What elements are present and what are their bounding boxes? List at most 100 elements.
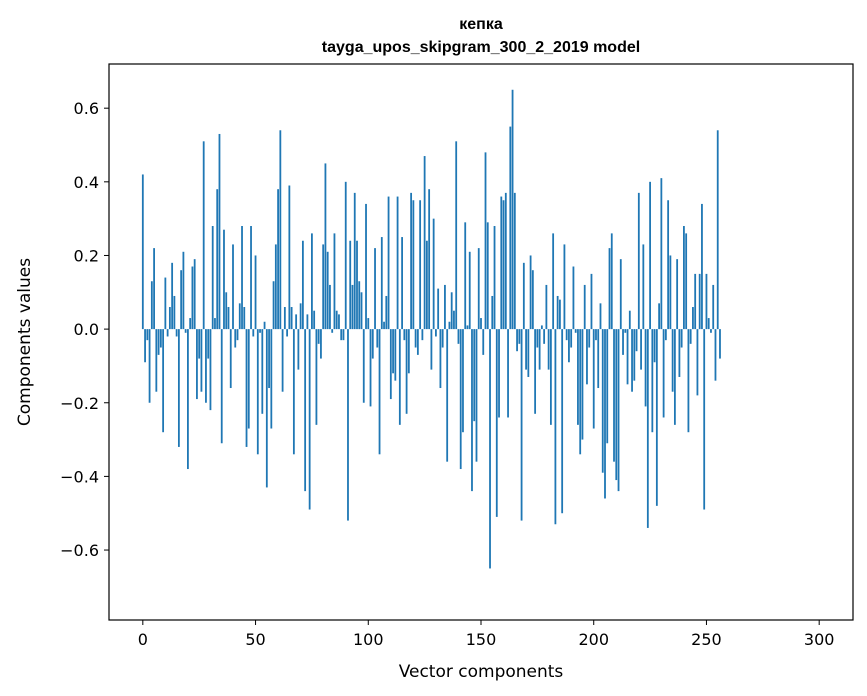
bar [683, 226, 685, 330]
bar [283, 307, 286, 330]
bar [182, 251, 185, 330]
bar [358, 281, 361, 330]
bar [574, 329, 577, 333]
bar [685, 233, 688, 330]
bar [198, 329, 201, 359]
bar [376, 329, 379, 348]
bar [263, 321, 266, 330]
bar [547, 329, 550, 370]
bar [570, 329, 573, 348]
bar [692, 307, 694, 330]
bar [401, 237, 403, 330]
bar [335, 310, 338, 330]
bar [367, 318, 370, 330]
bar [356, 240, 358, 330]
bar [646, 329, 649, 528]
bar [299, 303, 302, 330]
bar [389, 329, 392, 400]
bar [385, 295, 388, 330]
bar [444, 284, 446, 330]
y-tick-label: −0.6 [60, 541, 99, 560]
bar [315, 329, 318, 425]
bar [540, 325, 543, 330]
bar [362, 329, 365, 403]
bar [549, 329, 552, 425]
bar [696, 329, 699, 396]
bar [536, 329, 539, 348]
bar [265, 329, 268, 488]
bar [193, 259, 196, 330]
bar [482, 329, 485, 355]
bar [678, 329, 681, 377]
bar [238, 303, 241, 330]
x-tick-label: 300 [804, 630, 835, 649]
bars-group [141, 89, 721, 569]
x-tick-label: 100 [353, 630, 384, 649]
bar [716, 130, 719, 330]
bar [232, 244, 234, 330]
bar [423, 156, 426, 330]
bar [498, 329, 500, 418]
bar [459, 329, 462, 470]
bar [333, 233, 336, 330]
bar [507, 329, 509, 418]
bar [405, 329, 408, 414]
bar [274, 244, 277, 330]
x-tick-label: 200 [578, 630, 609, 649]
y-axis: −0.6 −0.4 −0.2 0.0 0.2 0.4 0.6 [60, 99, 109, 560]
bar [673, 329, 676, 425]
bar [146, 329, 149, 341]
bar [516, 329, 518, 352]
bar [157, 329, 160, 355]
bar [256, 329, 259, 455]
bar [313, 310, 316, 330]
bar [159, 329, 162, 348]
bar [207, 329, 210, 359]
bar [410, 192, 413, 330]
bar [304, 329, 307, 492]
bar [428, 189, 431, 330]
bar [378, 329, 381, 455]
bar [306, 314, 309, 330]
bar [577, 329, 579, 425]
bar [441, 329, 444, 348]
bar [338, 314, 340, 330]
bar [504, 192, 507, 330]
bar [297, 329, 300, 370]
bar [462, 329, 464, 433]
bar [229, 329, 232, 389]
y-tick-label: −0.2 [60, 394, 99, 413]
bar [173, 295, 176, 330]
y-axis-label: Components values [15, 258, 35, 426]
bar [595, 329, 597, 341]
bar [599, 303, 602, 330]
bar [211, 226, 214, 330]
bar [425, 240, 428, 330]
bar [480, 318, 482, 330]
chart-subtitle: tayga_upos_skipgram_300_2_2019 model [322, 39, 640, 56]
bar [148, 329, 151, 403]
bar [407, 329, 410, 374]
bar [513, 192, 516, 330]
bar [511, 89, 514, 330]
bar [164, 277, 167, 330]
bar [344, 181, 347, 330]
bar [631, 329, 633, 392]
bar [520, 329, 523, 521]
bar [419, 200, 422, 330]
bar [225, 292, 228, 330]
bar [383, 321, 385, 330]
bar [398, 329, 401, 425]
bar [254, 255, 257, 330]
bar [493, 226, 496, 330]
bar [272, 281, 275, 330]
bar [522, 262, 525, 330]
bar [374, 248, 376, 330]
bar [705, 273, 708, 330]
bar [403, 329, 406, 341]
y-tick-label: −0.4 [60, 467, 99, 486]
bar [301, 240, 304, 330]
bar [430, 329, 433, 370]
bar [342, 329, 345, 341]
bar [150, 281, 153, 330]
